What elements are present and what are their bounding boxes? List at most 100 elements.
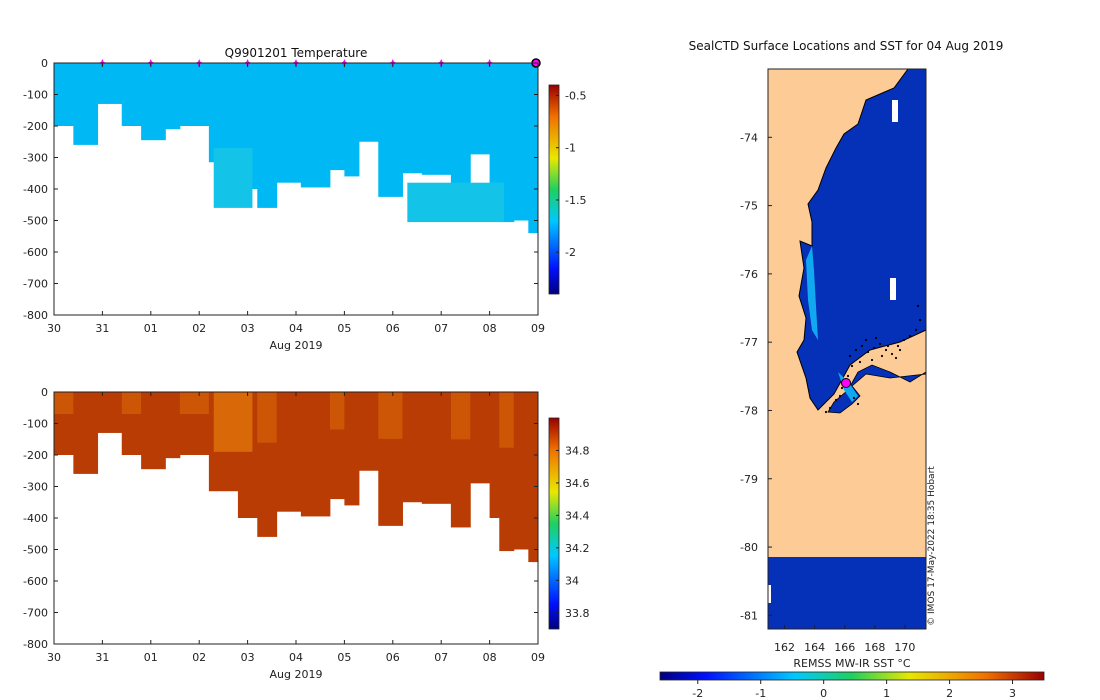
track-point (858, 360, 862, 364)
temperature-profile-cell (499, 63, 515, 223)
map-title: SealCTD Surface Locations and SST for 04… (689, 39, 1004, 53)
map-ytick-label: -76 (740, 268, 758, 281)
temperature-ytick-label: -700 (23, 278, 48, 291)
salinity-profile-cell (421, 392, 452, 504)
track-point (886, 344, 890, 348)
track-point (848, 354, 852, 358)
salinity-cells (54, 392, 539, 563)
temperature-profile-cell (329, 63, 345, 171)
temperature-ytick-label: -200 (23, 120, 48, 133)
open-water-patch-2 (890, 278, 896, 300)
salinity-fresh-layer (213, 392, 253, 452)
track-point (838, 394, 842, 398)
salinity-profile-cell (97, 392, 123, 433)
salinity-profile-variation (257, 392, 278, 443)
track-point (854, 348, 858, 352)
credit-text: © IMOS 17-May-2022 18:35 Hobart (927, 466, 937, 626)
sst-colorbar-label: REMSS MW-IR SST °C (793, 657, 911, 670)
sst-colorbar-bar (659, 671, 1045, 681)
salinity-xtick-label: 09 (531, 651, 545, 664)
map-ytick-label: -77 (740, 336, 758, 349)
sst-colorbar-tick-label: -2 (692, 687, 703, 700)
salinity-xtick-label: 04 (289, 651, 303, 664)
temperature-colorbar (548, 84, 560, 295)
salinity-profile-cell (344, 392, 360, 506)
temperature-profile-cell (276, 63, 302, 183)
temperature-title: Q9901201 Temperature (225, 46, 368, 60)
map-y-ticks: -74 -75 -76 -77 -78 -79 -80 -81 (740, 131, 772, 622)
track-point (890, 352, 894, 356)
map-ytick-label: -74 (740, 131, 758, 144)
open-water-patch (892, 100, 898, 122)
temperature-cells (54, 63, 539, 234)
map-ytick-label: -79 (740, 473, 758, 486)
salinity-ytick-label: -500 (23, 544, 48, 557)
salinity-xtick-label: 06 (386, 651, 400, 664)
temperature-profile-cell (257, 63, 278, 208)
salinity-profile-variation (499, 392, 515, 448)
salinity-profile-cell (402, 392, 423, 503)
temperature-xtick-label: 03 (241, 322, 255, 335)
salinity-profile-cell (528, 392, 539, 563)
sst-colorbar-tick-label: 2 (946, 687, 953, 700)
temperature-xtick-label: 02 (192, 322, 206, 335)
current-position-marker (841, 378, 851, 388)
track-point (874, 336, 878, 340)
sst-colorbar-tick-label: 3 (1009, 687, 1016, 700)
temperature-profile-cell (165, 63, 181, 130)
temperature-ytick-label: -100 (23, 89, 48, 102)
salinity-profile-variation (378, 392, 403, 439)
temperature-xtick-label: 01 (144, 322, 158, 335)
track-point (896, 344, 900, 348)
salinity-profile-cell (276, 392, 302, 512)
track-point (916, 304, 920, 308)
temperature-profile-cell (73, 63, 99, 145)
temperature-y-ticks: 0 -100 -200 -300 -400 -500 -600 -700 -800 (23, 57, 538, 322)
sst-map-panel: SealCTD Surface Locations and SST for 04… (689, 39, 1004, 654)
salinity-panel: 30 31 01 02 03 04 05 06 07 08 09 0 -100 -200 -300 -400… (23, 386, 589, 681)
seal-track (824, 304, 922, 414)
temperature-profile-cell (54, 63, 74, 126)
temperature-xtick-label: 09 (531, 322, 545, 335)
salinity-ytick-label: -100 (23, 418, 48, 431)
track-point (852, 396, 856, 400)
salinity-profile-cell (300, 392, 331, 517)
salinity-x-ticks: 30 31 01 02 03 04 05 06 07 08 09 (47, 392, 545, 664)
temperature-xtick-label: 06 (386, 322, 400, 335)
temperature-profile-cell (179, 63, 210, 126)
track-point (880, 354, 884, 358)
salinity-profile-variation (179, 392, 210, 415)
map-ytick-label: -80 (740, 541, 758, 554)
colorbar-tick-label: -2 (565, 246, 576, 259)
sst-colorbar-ticks: -2 -1 0 1 2 3 (692, 680, 1016, 700)
track-point (902, 338, 906, 342)
sea-ice-south (768, 557, 926, 629)
salinity-colorbar (548, 417, 560, 630)
salinity-xtick-label: 01 (144, 651, 158, 664)
temperature-profile-cell (528, 63, 539, 234)
salinity-y-ticks: 0 -100 -200 -300 -400 -500 -600 -700 -800 (23, 386, 538, 651)
salinity-ytick-label: 0 (41, 386, 48, 399)
temperature-ytick-label: -300 (23, 152, 48, 165)
temperature-profile-cell (402, 63, 423, 174)
temperature-profile-cell (450, 63, 471, 199)
temperature-ytick-label: -500 (23, 215, 48, 228)
track-point (866, 350, 870, 354)
map-xtick-label: 164 (804, 641, 825, 654)
temperature-profile-cell (121, 63, 142, 126)
track-point (828, 406, 832, 410)
track-point (846, 374, 850, 378)
salinity-profile-cell (513, 392, 529, 550)
track-point (894, 356, 898, 360)
temperature-xtick-label: 30 (47, 322, 61, 335)
salinity-profile-variation (54, 392, 74, 415)
track-point (834, 398, 838, 402)
track-point (908, 334, 912, 338)
sst-colorbar: REMSS MW-IR SST °C -2 -1 0 1 2 3 (659, 657, 1045, 700)
salinity-ytick-label: -600 (23, 575, 48, 588)
map-ytick-label: -81 (740, 609, 758, 622)
map-xtick-label: 162 (774, 641, 795, 654)
salinity-colorbar-ticks: 34.8 34.6 34.4 34.2 34 33.8 (556, 444, 590, 620)
map-ytick-label: -78 (740, 404, 758, 417)
